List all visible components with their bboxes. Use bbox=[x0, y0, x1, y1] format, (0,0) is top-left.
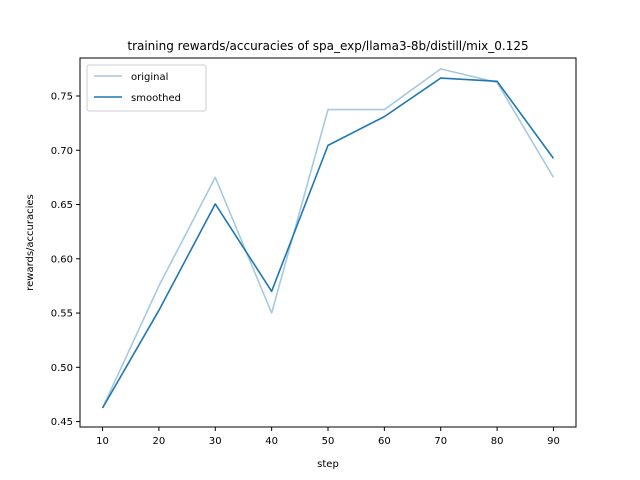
y-axis-ticks: 0.45 0.50 0.55 0.60 0.65 0.70 0.75 bbox=[51, 91, 80, 428]
x-tick-label: 50 bbox=[322, 436, 335, 447]
y-tick-label: 0.75 bbox=[51, 91, 73, 102]
x-tick-label: 40 bbox=[265, 436, 278, 447]
series-line-original bbox=[101, 68, 555, 409]
x-tick-label: 10 bbox=[96, 436, 109, 447]
y-axis-label: rewards/accuracies bbox=[25, 194, 36, 291]
x-tick-label: 90 bbox=[547, 436, 560, 447]
series-line-smoothed bbox=[101, 77, 555, 409]
plot-frame bbox=[79, 57, 577, 428]
x-axis-label: step bbox=[317, 459, 339, 470]
y-tick-label: 0.65 bbox=[51, 200, 73, 211]
y-tick-label: 0.45 bbox=[51, 417, 73, 428]
legend-label-original: original bbox=[131, 72, 168, 83]
x-tick-label: 80 bbox=[491, 436, 504, 447]
x-tick-label: 60 bbox=[378, 436, 391, 447]
x-axis-ticks: 10 20 30 40 50 60 70 80 90 bbox=[96, 427, 560, 447]
x-tick-label: 20 bbox=[153, 436, 166, 447]
y-tick-label: 0.50 bbox=[51, 363, 73, 374]
x-tick-label: 70 bbox=[434, 436, 447, 447]
plot-lines bbox=[101, 68, 555, 409]
y-tick-label: 0.70 bbox=[51, 146, 73, 157]
legend: original smoothed bbox=[86, 64, 207, 112]
y-tick-label: 0.55 bbox=[51, 309, 73, 320]
legend-label-smoothed: smoothed bbox=[131, 93, 181, 104]
chart-title: training rewards/accuracies of spa_exp/l… bbox=[127, 39, 528, 53]
y-tick-label: 0.60 bbox=[51, 254, 73, 265]
x-tick-label: 30 bbox=[209, 436, 222, 447]
